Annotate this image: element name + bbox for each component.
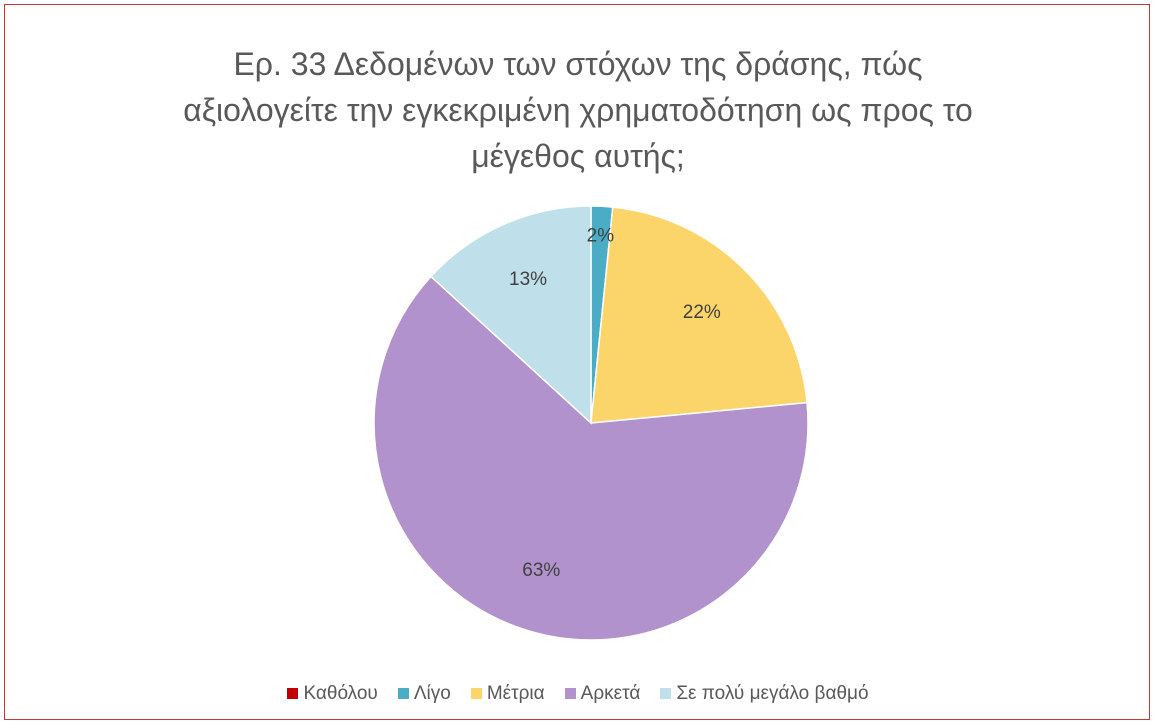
legend-item-se-poly-megalo-vathmo: Σε πολύ μεγάλο βαθμό [660,683,869,705]
legend-item-ligo: Λίγο [397,683,451,705]
data-label-arketa: 63% [522,560,560,581]
chart-title-line-1: Ερ. 33 Δεδομένων των στόχων της δράσης, … [233,46,923,82]
legend-item-metria: Μέτρια [470,683,545,705]
legend-swatch-katholou [287,687,299,699]
legend-label-metria: Μέτρια [486,683,545,704]
pie-slice-arketa [373,275,809,641]
data-label-se-poly-megalo-vathmo: 13% [509,269,547,290]
legend-item-arketa: Αρκετά [564,683,641,705]
pie-chart: 2% 22% 63% 13% [373,205,809,641]
chart-frame: Ερ. 33 Δεδομένων των στόχων της δράσης, … [4,4,1150,720]
pie-slice-se-poly-megalo-vathmo [429,205,592,425]
chart-title: Ερ. 33 Δεδομένων των στόχων της δράσης, … [65,41,1091,179]
chart-title-line-3: μέγεθος αυτής; [471,138,685,174]
legend-label-se-poly-megalo-vathmo: Σε πολύ μεγάλο βαθμό [676,683,869,704]
chart-title-line-2: αξιολογείτε την εγκεκριμένη χρηματοδότησ… [183,92,973,128]
legend-swatch-se-poly-megalo-vathmo [660,687,672,699]
pie-slices [373,205,809,641]
data-label-metria: 22% [683,302,721,323]
legend-swatch-arketa [564,687,576,699]
legend-item-katholou: Καθόλου [287,683,378,705]
pie-data-labels: 2% 22% 63% 13% [509,226,721,582]
data-label-ligo: 2% [587,226,615,247]
legend-label-ligo: Λίγο [413,683,451,704]
legend-swatch-metria [470,687,482,699]
legend-label-katholou: Καθόλου [303,683,378,704]
legend-label-arketa: Αρκετά [580,683,641,704]
legend: Καθόλου Λίγο Μέτρια Αρκετά Σε πολύ μεγάλο βα… [5,683,1151,705]
pie-slice-metria [590,206,808,424]
legend-swatch-ligo [397,687,409,699]
